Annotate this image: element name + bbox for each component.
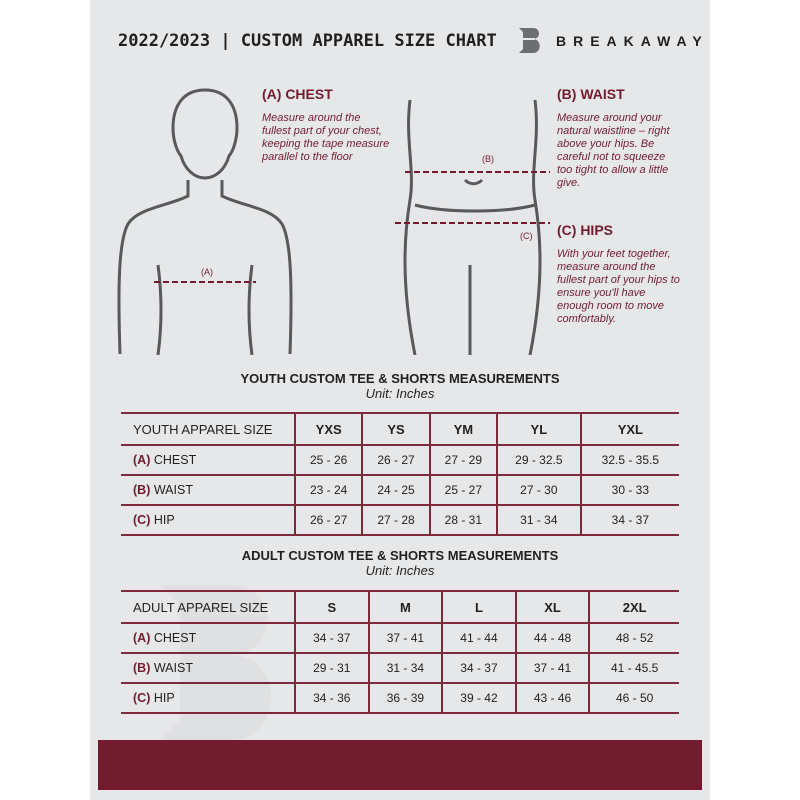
cell: 26 - 27 (293, 504, 363, 536)
cell: 34 - 36 (294, 682, 369, 714)
row-label: (B) WAIST (121, 474, 295, 506)
table-row: (C) HIP 34 - 36 36 - 39 39 - 42 43 - 46 46 - … (121, 682, 679, 714)
row-label: (A) CHEST (121, 444, 295, 476)
cell: 24 - 25 (361, 474, 430, 506)
cell: 32.5 - 35.5 (579, 444, 679, 476)
size-label: ADULT APPAREL SIZE (121, 590, 295, 624)
size-label: YOUTH APPAREL SIZE (121, 412, 295, 446)
waist-marker: (B) (482, 154, 494, 164)
hips-marker: (C) (520, 231, 533, 241)
size-header: 2XL (588, 590, 679, 624)
row-label: (A) CHEST (121, 622, 295, 654)
row-label: (C) HIP (121, 504, 295, 536)
size-header: M (367, 590, 443, 624)
cell: 36 - 39 (367, 682, 443, 714)
breakaway-logo-icon (515, 28, 540, 53)
row-code: (A) (133, 453, 151, 467)
row-name: CHEST (153, 453, 197, 467)
page-title: 2022/2023 | CUSTOM APPAREL SIZE CHART (118, 31, 497, 51)
cell: 37 - 41 (367, 622, 443, 654)
row-code: (B) (133, 483, 151, 497)
size-chart-page: 2022/2023 | CUSTOM APPAREL SIZE CHART BR… (90, 0, 710, 800)
cell: 41 - 45.5 (588, 652, 679, 684)
row-label: (B) WAIST (121, 652, 295, 684)
cell: 27 - 29 (428, 444, 498, 476)
row-name: WAIST (153, 483, 193, 497)
table-row: (B) WAIST 23 - 24 24 - 25 25 - 27 27 - 30 30 … (121, 474, 679, 506)
row-code: (C) (133, 513, 151, 527)
cell: 29 - 31 (294, 652, 369, 684)
waist-description: Measure around your natural waistline – … (557, 112, 670, 189)
chest-figure: (A) (117, 88, 293, 355)
size-header: YS (361, 412, 430, 446)
youth-title: YOUTH CUSTOM TEE & SHORTS MEASUREMENTS (240, 371, 560, 386)
size-header: L (441, 590, 516, 624)
row-code: (A) (133, 631, 151, 645)
waist-hips-figure: (B) (C) (395, 99, 550, 355)
size-header: YXS (293, 412, 363, 446)
row-code: (B) (133, 661, 151, 675)
hips-description: With your feet together, measure around … (557, 248, 680, 325)
cell: 34 - 37 (294, 622, 369, 654)
waist-heading: (B) WAIST (557, 86, 625, 102)
cell: 31 - 34 (367, 652, 443, 684)
adult-unit: Unit: Inches (365, 563, 435, 578)
cell: 25 - 27 (428, 474, 498, 506)
row-name: WAIST (153, 661, 193, 675)
chest-marker: (A) (201, 267, 213, 277)
chest-heading: (A) CHEST (262, 86, 333, 102)
size-header: S (294, 590, 369, 624)
adult-title: ADULT CUSTOM TEE & SHORTS MEASUREMENTS (241, 548, 559, 563)
brand-name: BREAKAWAY (556, 33, 709, 49)
row-name: HIP (153, 691, 175, 705)
row-name: HIP (153, 513, 175, 527)
cell: 26 - 27 (361, 444, 430, 476)
cell: 31 - 34 (496, 504, 581, 536)
size-header: YM (428, 412, 498, 446)
size-header: YXL (579, 412, 679, 446)
youth-section-header: YOUTH CUSTOM TEE & SHORTS MEASUREMENTS U… (90, 371, 710, 401)
chest-description: Measure around the fullest part of your … (262, 112, 390, 163)
cell: 34 - 37 (579, 504, 679, 536)
hips-heading: (C) HIPS (557, 222, 613, 238)
youth-unit: Unit: Inches (365, 386, 435, 401)
cell: 23 - 24 (293, 474, 363, 506)
row-name: CHEST (153, 631, 197, 645)
footer-band (98, 740, 702, 790)
youth-size-table: YOUTH APPAREL SIZE YXS YS YM YL YXL (A) CHEST… (121, 412, 679, 536)
size-header: YL (496, 412, 581, 446)
table-row: (C) HIP 26 - 27 27 - 28 28 - 31 31 - 34 34 - … (121, 504, 679, 536)
cell: 48 - 52 (588, 622, 679, 654)
cell: 28 - 31 (428, 504, 498, 536)
size-header: XL (514, 590, 590, 624)
cell: 29 - 32.5 (496, 444, 581, 476)
cell: 34 - 37 (441, 652, 516, 684)
cell: 30 - 33 (579, 474, 679, 506)
cell: 43 - 46 (514, 682, 590, 714)
cell: 27 - 28 (361, 504, 430, 536)
table-header-row: YOUTH APPAREL SIZE YXS YS YM YL YXL (121, 412, 679, 446)
cell: 39 - 42 (441, 682, 516, 714)
cell: 37 - 41 (514, 652, 590, 684)
table-row: (A) CHEST 25 - 26 26 - 27 27 - 29 29 - 32.5 3… (121, 444, 679, 476)
table-row: (A) CHEST 34 - 37 37 - 41 41 - 44 44 - 48 48 … (121, 622, 679, 654)
row-code: (C) (133, 691, 151, 705)
row-label: (C) HIP (121, 682, 295, 714)
table-header-row: ADULT APPAREL SIZE S M L XL 2XL (121, 590, 679, 624)
adult-section-header: ADULT CUSTOM TEE & SHORTS MEASUREMENTS U… (90, 548, 710, 578)
table-row: (B) WAIST 29 - 31 31 - 34 34 - 37 37 - 41 41 … (121, 652, 679, 684)
cell: 46 - 50 (588, 682, 679, 714)
cell: 41 - 44 (441, 622, 516, 654)
cell: 25 - 26 (293, 444, 363, 476)
cell: 44 - 48 (514, 622, 590, 654)
adult-size-table: ADULT APPAREL SIZE S M L XL 2XL (A) CHEST 34 -… (121, 590, 679, 714)
cell: 27 - 30 (496, 474, 581, 506)
